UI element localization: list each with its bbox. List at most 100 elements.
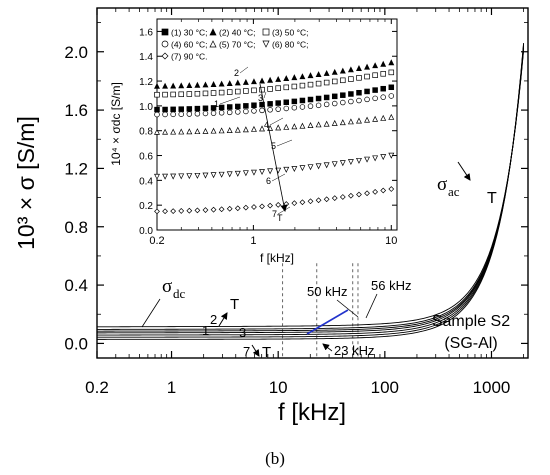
main-y-axis-label-text: 10³ × σ [S/m] (13, 116, 39, 250)
filled-triangle-marker (209, 28, 217, 36)
main-plot-frame (96, 7, 529, 359)
open-circle-marker (218, 110, 225, 116)
open-down-triangle-marker (364, 156, 371, 163)
main-x-tick-label: 1 (167, 378, 176, 397)
open-circle-marker (267, 107, 273, 113)
inset-y-tick-label: 1.2 (139, 77, 153, 88)
open-down-triangle-marker (250, 169, 257, 176)
open-triangle-marker (323, 120, 330, 127)
open-down-triangle-marker (259, 169, 265, 176)
open-diamond-marker (170, 208, 177, 215)
open-diamond-marker (251, 204, 257, 210)
open-diamond-marker (380, 187, 387, 194)
sample-material: (SG-Al) (444, 335, 497, 352)
sigma-dc-annotation: σ dc (141, 276, 186, 328)
filled-triangle-marker (162, 82, 169, 89)
filled-triangle-marker (250, 78, 257, 85)
open-diamond-marker (275, 201, 282, 208)
open-circle-marker (202, 110, 209, 117)
open-circle-marker (161, 40, 169, 48)
open-circle-marker (235, 109, 241, 115)
open-down-triangle-marker (372, 155, 379, 162)
open-circle-marker (388, 93, 395, 99)
filled-triangle-marker (186, 82, 193, 89)
inset-point-label: 4 (264, 120, 269, 130)
main-y-tick-label: 0.4 (64, 276, 88, 295)
open-square-marker (170, 91, 176, 98)
open-circle-marker (291, 104, 298, 111)
open-triangle-marker (291, 123, 298, 130)
filled-square-marker (154, 106, 160, 113)
conductivity-curve (96, 50, 525, 328)
open-triangle-marker (339, 119, 346, 126)
inset-legend-entry: (4) 60 °C; (171, 40, 207, 50)
filled-square-marker (210, 105, 217, 111)
inset-data-series (154, 152, 395, 180)
open-triangle-marker (162, 128, 169, 135)
open-down-triangle-marker (154, 173, 160, 180)
open-square-marker (364, 73, 370, 80)
inset-point-label: 1 (214, 99, 219, 109)
filled-triangle-marker (267, 76, 274, 83)
inset-legend-entry: (6) 80 °C; (272, 40, 308, 50)
inset-y-axis-label: 10⁴ × σdc [S/m] (109, 82, 123, 166)
open-triangle-marker (372, 115, 379, 122)
open-down-triangle-marker (202, 172, 209, 179)
open-triangle-marker (218, 127, 225, 134)
open-circle-marker (210, 110, 217, 116)
open-down-triangle-marker (170, 173, 177, 180)
open-square-marker (331, 78, 338, 85)
open-triangle-marker (331, 119, 338, 126)
main-y-tick-label: 1.2 (64, 159, 88, 178)
filled-triangle-marker (291, 74, 298, 81)
open-circle-marker (251, 108, 257, 114)
sigma-ac-symbol: σ (437, 174, 447, 195)
filled-triangle-marker (226, 80, 233, 86)
main-y-tick-label: 1.6 (64, 101, 88, 120)
open-circle-marker (307, 103, 314, 109)
inset-x-axis-label: f [kHz] (260, 251, 294, 265)
main-y-tick-label: 0.0 (64, 334, 88, 353)
curve-label-3: 3 (239, 325, 246, 340)
inset-data-series (154, 59, 395, 89)
inset-temperature-arrow (259, 83, 288, 212)
conductivity-curve (97, 45, 525, 336)
open-diamond-marker (323, 196, 330, 203)
open-circle-marker (283, 105, 290, 112)
filled-triangle-marker (218, 80, 225, 87)
filled-triangle-marker (315, 71, 322, 78)
open-square-marker (262, 28, 270, 36)
inset-x-tick-label: 0.2 (149, 235, 164, 247)
open-diamond-marker (218, 206, 225, 213)
conductivity-curve (96, 49, 525, 330)
inset-axis-ticks: 0.2 1 100.00.20.40.60.81.01.21.41.6 (139, 19, 397, 247)
filled-triangle-marker (339, 67, 346, 74)
open-square-marker (299, 82, 306, 89)
curve-label-7: 7 (243, 344, 250, 359)
open-down-triangle-marker (347, 159, 354, 166)
conductivity-curve (96, 47, 525, 332)
inset-data-series (154, 93, 395, 118)
open-circle-marker (170, 111, 176, 118)
open-square-marker (194, 90, 201, 97)
inset-y-tick-label: 0.0 (139, 226, 153, 237)
open-circle-marker (323, 101, 330, 108)
open-down-triangle-marker (186, 173, 193, 180)
inset-point-label-pointer (269, 117, 284, 126)
open-square-marker (340, 77, 346, 84)
open-diamond-marker (186, 207, 193, 214)
filled-triangle-marker (283, 75, 290, 82)
open-down-triangle-marker (226, 171, 233, 178)
open-circle-marker (226, 109, 233, 116)
open-square-marker (372, 72, 378, 78)
filled-square-marker (275, 100, 281, 106)
open-down-triangle-marker (210, 172, 217, 179)
filled-square-marker (283, 99, 290, 106)
open-diamond-marker (202, 207, 209, 213)
open-square-marker (267, 86, 273, 92)
open-down-triangle-marker (331, 161, 338, 168)
open-diamond-marker (291, 200, 298, 207)
open-triangle-marker (388, 113, 395, 120)
inset-y-tick-label: 1.6 (139, 27, 153, 38)
